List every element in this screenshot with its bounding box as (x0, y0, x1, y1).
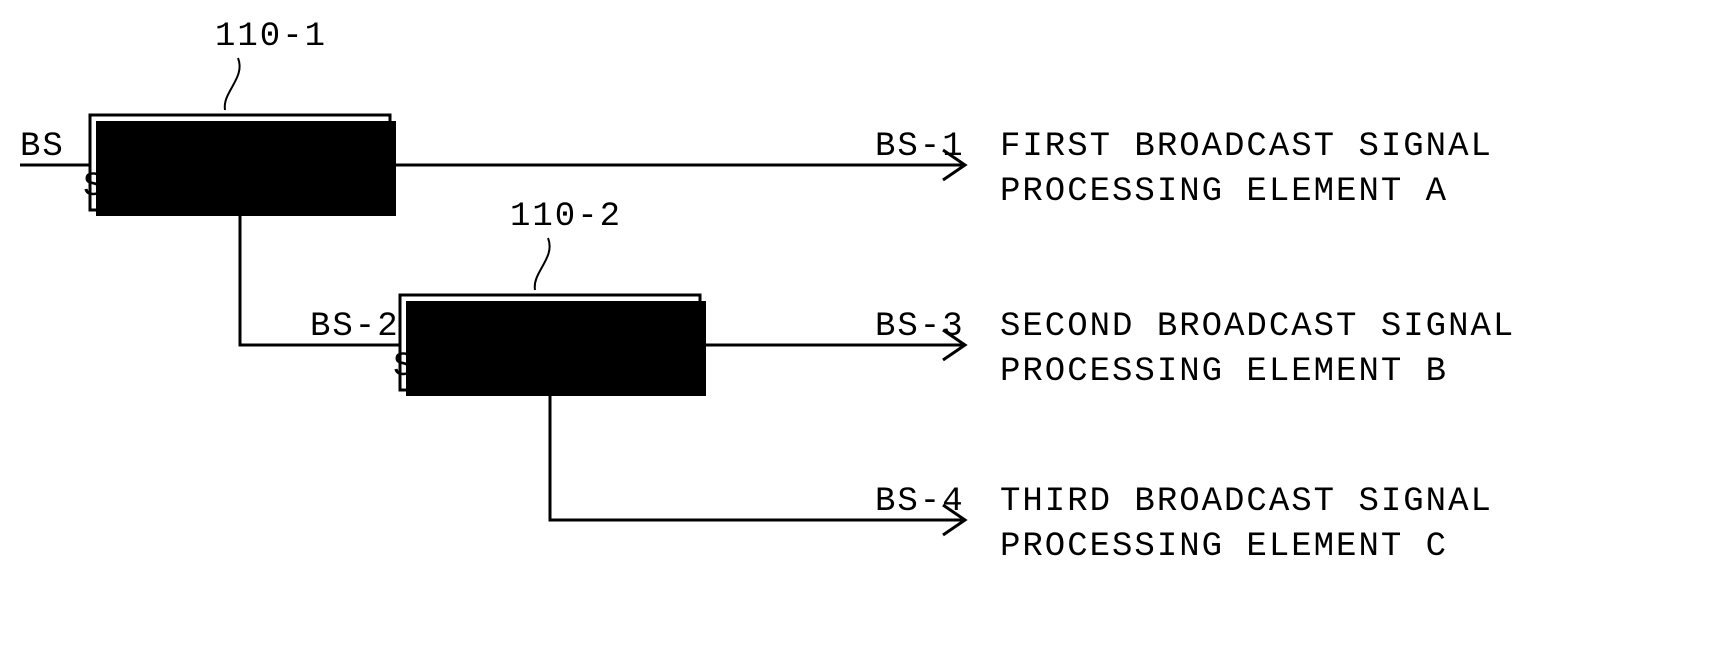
output-b-line2: PROCESSING ELEMENT B (1000, 353, 1448, 391)
node-second-splitting-unit: SECOND SPLITTING UNIT (393, 295, 707, 396)
ref-tick-110-2 (535, 238, 550, 290)
output-b: SECOND BROADCAST SIGNAL PROCESSING ELEME… (1000, 308, 1515, 391)
output-b-line1: SECOND BROADCAST SIGNAL (1000, 308, 1515, 346)
node-first-line2: SPLITTING UNIT (83, 168, 397, 206)
output-c: THIRD BROADCAST SIGNAL PROCESSING ELEMEN… (1000, 483, 1493, 566)
label-bs-4: BS-4 (875, 483, 965, 521)
node-first-line1: FIRST (184, 126, 296, 164)
node-first-splitting-unit: FIRST SPLITTING UNIT (83, 115, 397, 216)
label-bs: BS (20, 128, 65, 166)
output-c-line2: PROCESSING ELEMENT C (1000, 528, 1448, 566)
output-a-line1: FIRST BROADCAST SIGNAL (1000, 128, 1493, 166)
ref-110-2: 110-2 (510, 198, 622, 236)
output-a-line2: PROCESSING ELEMENT A (1000, 173, 1448, 211)
node-second-line2: SPLITTING UNIT (393, 348, 707, 386)
node-second-line1: SECOND (483, 306, 617, 344)
ref-110-1: 110-1 (215, 18, 327, 56)
label-bs-2: BS-2 (310, 308, 400, 346)
output-a: FIRST BROADCAST SIGNAL PROCESSING ELEMEN… (1000, 128, 1493, 211)
label-bs-1: BS-1 (875, 128, 965, 166)
output-c-line1: THIRD BROADCAST SIGNAL (1000, 483, 1493, 521)
label-bs-3: BS-3 (875, 308, 965, 346)
ref-tick-110-1 (225, 58, 240, 110)
